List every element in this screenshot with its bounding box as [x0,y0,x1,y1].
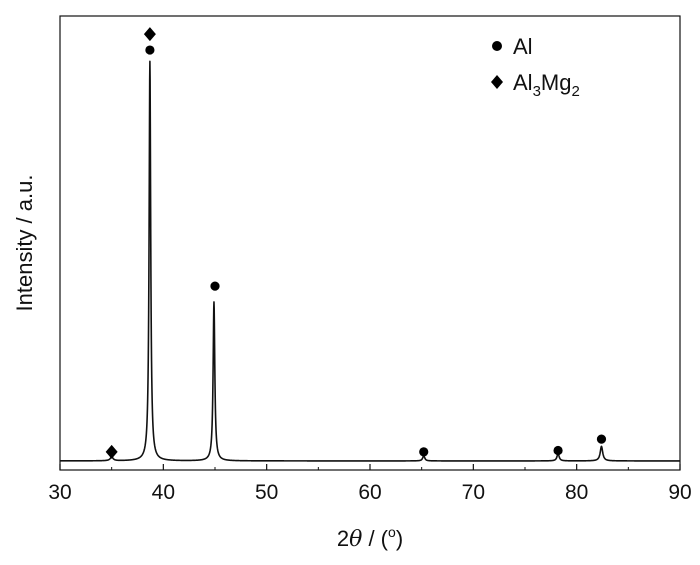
x-tick-label-90: 90 [668,481,691,504]
al-peak-marker-2 [145,45,155,55]
x-axis-title: 2θ / (o) [337,524,403,552]
al-peak-marker-3 [210,281,220,291]
x-tick-label-80: 80 [565,481,588,504]
x-ticks: 30 40 50 60 70 80 90 [48,464,692,504]
x-tick-label-70: 70 [462,481,485,504]
al-peak-marker-5 [553,445,563,456]
legend-al3mg2-label: Al3Mg2 [513,70,580,100]
x-tick-label-60: 60 [358,481,381,504]
x-tick-label-30: 30 [48,481,71,504]
phase-markers [105,27,607,459]
plot-frame [59,15,681,471]
x-tick-label-50: 50 [255,481,278,504]
legend: Al Al3Mg2 [491,34,580,100]
xrd-pattern-line [59,60,681,462]
al-peak-marker-6 [596,434,607,444]
legend-al3mg2-marker [491,75,503,89]
legend-al-label: Al [513,34,533,59]
al3mg2-peak-marker-0 [105,444,118,459]
x-tick-label-40: 40 [152,481,175,504]
plot-area: 30 40 50 60 70 80 90 [48,15,692,504]
al-peak-marker-4 [419,447,429,457]
al3mg2-peak-marker-1 [143,27,156,42]
y-axis-title: Intensity / a.u. [12,175,37,312]
legend-al-marker [492,41,502,51]
